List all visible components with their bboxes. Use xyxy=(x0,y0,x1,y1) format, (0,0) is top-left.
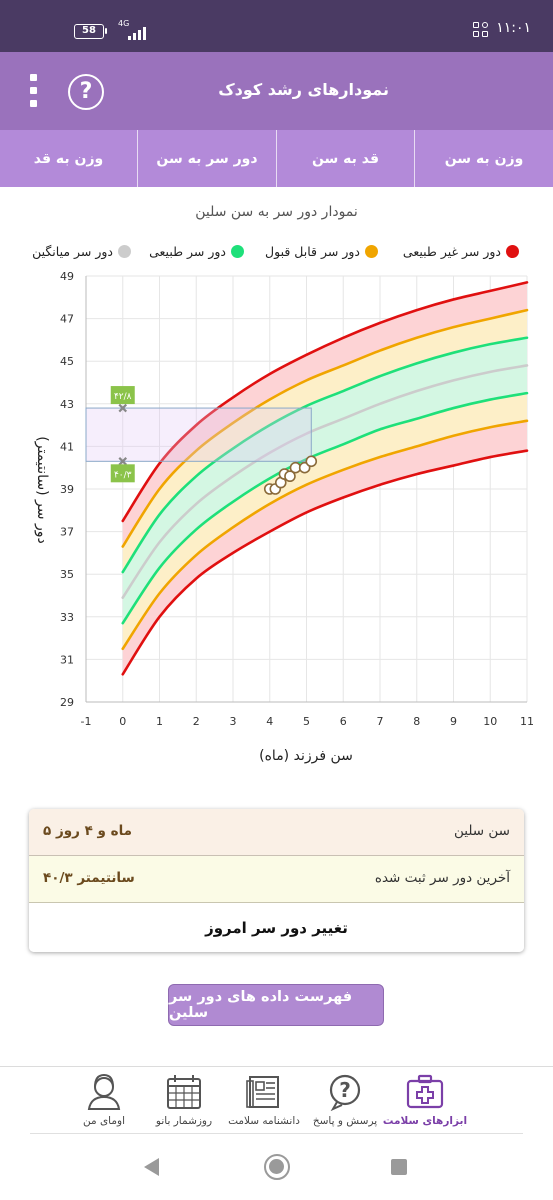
tab-weight-for-height[interactable]: وزن به قد xyxy=(33,150,104,167)
nav-calendar[interactable]: روزشمار بانو xyxy=(141,1073,227,1127)
x-tick-label: 8 xyxy=(413,715,420,728)
change-head-button[interactable]: تغییر دور سر امروز xyxy=(29,903,524,952)
y-tick-label: 43 xyxy=(60,398,74,411)
series-line xyxy=(121,308,529,548)
range-marker-x xyxy=(118,457,128,466)
legend-item-average: دور سر میانگین xyxy=(32,244,131,259)
health-kit-icon xyxy=(406,1074,444,1109)
chart-band xyxy=(122,337,527,598)
last-record-value: ۴۰/۳ سانتیمتر xyxy=(43,870,135,886)
nav-profile[interactable]: اومای من xyxy=(61,1073,147,1127)
x-tick-label: 9 xyxy=(450,715,457,728)
network-type: 4G xyxy=(118,19,130,28)
app-header: ? نمودارهای رشد کودک xyxy=(0,52,553,130)
series-line xyxy=(121,419,529,651)
chart-band xyxy=(122,310,527,573)
chart-band xyxy=(122,365,527,624)
series-line xyxy=(121,449,529,676)
chart-band xyxy=(122,282,527,547)
nav-encyclopedia[interactable]: دانشنامه سلامت xyxy=(221,1073,307,1127)
age-row: سن سلین ۵ ماه و ۴ روز xyxy=(29,809,524,856)
x-tick-label: 3 xyxy=(230,715,237,728)
profile-icon xyxy=(87,1073,121,1110)
info-card: سن سلین ۵ ماه و ۴ روز آخرین دور سر ثبت ش… xyxy=(29,809,524,952)
chart-band xyxy=(122,393,527,649)
home-icon[interactable] xyxy=(264,1154,290,1180)
x-tick-label: 2 xyxy=(193,715,200,728)
y-tick-label: 41 xyxy=(60,440,74,453)
nav-health-tools[interactable]: ابزارهای سلامت xyxy=(382,1073,468,1127)
y-tick-label: 49 xyxy=(60,270,74,283)
series-line xyxy=(121,391,529,625)
range-marker-label: ۴۲/۸ xyxy=(114,392,132,402)
series-line xyxy=(121,364,529,599)
svg-text:?: ? xyxy=(339,1078,351,1102)
x-tick-label: 10 xyxy=(483,715,497,728)
page-title: نمودارهای رشد کودک xyxy=(218,80,389,99)
status-bar: 58 4G ۱۱:۰۱ xyxy=(0,0,553,52)
x-tick-label: 0 xyxy=(119,715,126,728)
x-tick-label: 4 xyxy=(266,715,273,728)
legend-item-normal: دور سر طبیعی xyxy=(149,244,244,259)
y-axis-label: دور سر (سانتیمتر) xyxy=(34,436,50,543)
tab-weight-for-age[interactable]: وزن به سن xyxy=(414,130,553,187)
help-icon[interactable]: ? xyxy=(68,74,104,110)
nav-questions[interactable]: ? پرسش و پاسخ xyxy=(302,1073,388,1127)
range-marker-label: ۴۰/۳ xyxy=(114,470,132,480)
last-record-label: آخرین دور سر ثبت شده xyxy=(374,870,510,886)
highlight-range-box xyxy=(85,407,312,462)
child-data-point xyxy=(284,470,296,483)
x-axis-label: سن فرزند (ماه) xyxy=(259,748,353,764)
x-tick-label: 1 xyxy=(156,715,163,728)
question-bubble-icon: ? xyxy=(329,1074,361,1111)
chart-title: نمودار دور سر به سن سلین xyxy=(195,204,358,220)
head-circumference-chart: ۴۲/۸۴۰/۳ -1 0 1 2 3 4 5 6 7 8 9 10 11293133353739414… xyxy=(34,270,534,764)
legend-item-abnormal: دور سر غیر طبیعی xyxy=(403,244,519,259)
y-tick-label: 31 xyxy=(60,653,74,666)
system-navigation xyxy=(0,1136,553,1200)
battery-icon: 58 xyxy=(74,24,107,39)
y-tick-label: 33 xyxy=(60,611,74,624)
series-line xyxy=(121,281,529,523)
x-tick-label: 6 xyxy=(340,715,347,728)
child-data-point xyxy=(305,455,318,468)
y-tick-label: 45 xyxy=(60,355,74,368)
y-tick-label: 47 xyxy=(60,313,74,326)
signal-icon xyxy=(128,26,152,40)
y-tick-label: 35 xyxy=(60,568,74,581)
kebab-menu-icon[interactable] xyxy=(28,74,40,108)
nav-divider xyxy=(30,1133,523,1134)
tab-bar: وزن به قد دور سر به سن قد به سن وزن به س… xyxy=(0,130,553,187)
x-tick-label: 11 xyxy=(520,715,534,728)
tab-head-for-age[interactable]: دور سر به سن xyxy=(137,130,276,187)
age-value: ۵ ماه و ۴ روز xyxy=(43,823,133,839)
x-tick-label: 7 xyxy=(377,715,384,728)
chart-legend: دور سر غیر طبیعی دور سر قابل قبول دور سر… xyxy=(0,244,553,268)
x-tick-label: -1 xyxy=(81,715,92,728)
range-marker-x xyxy=(118,403,128,413)
y-tick-label: 39 xyxy=(60,483,74,496)
range-marker-badge xyxy=(110,386,135,405)
x-tick-label: 5 xyxy=(303,715,310,728)
data-list-button[interactable]: فهرست داده های دور سر سلین xyxy=(168,984,384,1026)
apps-grid-icon xyxy=(473,22,489,38)
recent-apps-icon[interactable] xyxy=(391,1159,407,1175)
legend-item-acceptable: دور سر قابل قبول xyxy=(265,244,378,259)
encyclopedia-icon xyxy=(246,1076,279,1108)
tab-height-for-age[interactable]: قد به سن xyxy=(276,130,414,187)
y-tick-label: 29 xyxy=(60,696,74,709)
range-marker-badge xyxy=(110,464,135,483)
chart-band xyxy=(122,420,527,675)
clock: ۱۱:۰۱ xyxy=(496,20,531,36)
y-tick-label: 37 xyxy=(60,526,74,539)
back-icon[interactable] xyxy=(144,1158,159,1176)
bottom-navigation: ابزارهای سلامت ? پرسش و پاسخ دانشنامه سل… xyxy=(0,1066,553,1134)
calendar-icon xyxy=(167,1075,201,1109)
last-record-row: آخرین دور سر ثبت شده ۴۰/۳ سانتیمتر xyxy=(29,856,524,903)
series-line xyxy=(121,336,529,574)
age-label: سن سلین xyxy=(453,823,510,839)
